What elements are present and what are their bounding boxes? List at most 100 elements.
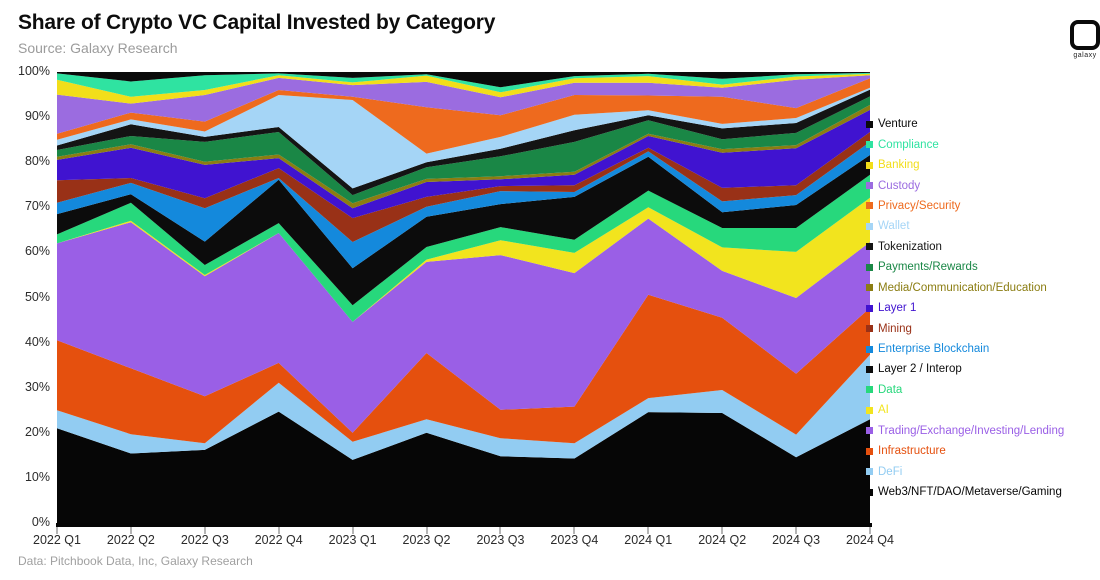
x-axis-label: 2023 Q1 — [328, 533, 377, 547]
y-axis-label: 30% — [24, 379, 50, 394]
x-axis-label: 2023 Q3 — [476, 533, 525, 547]
legend-label: Data — [878, 383, 903, 396]
area-series-web3-nft-dao-metaverse-gaming — [57, 411, 870, 523]
x-axis-tick — [795, 527, 798, 534]
legend-swatch — [866, 263, 873, 271]
area-series-enterprise-blockchain — [57, 141, 870, 269]
legend-item[interactable]: Compliance — [866, 134, 1064, 154]
y-axis-label: 10% — [24, 469, 50, 484]
legend-label: Infrastructure — [878, 445, 946, 458]
legend-label: Enterprise Blockchain — [878, 343, 990, 356]
stacked-area-chart — [57, 72, 870, 523]
x-axis-tick — [647, 527, 650, 534]
legend-swatch — [866, 202, 873, 210]
legend-item[interactable]: Banking — [866, 155, 1064, 175]
legend-item[interactable]: Enterprise Blockchain — [866, 339, 1064, 359]
legend-item[interactable]: Infrastructure — [866, 441, 1064, 461]
area-series-payments-rewards — [57, 96, 870, 204]
legend-swatch — [866, 243, 873, 251]
x-axis-tick — [573, 527, 576, 534]
legend-swatch — [866, 488, 873, 496]
legend-label: Tokenization — [878, 240, 942, 253]
x-axis-tick — [351, 527, 354, 534]
x-axis-tick — [869, 527, 871, 534]
x-axis-tick — [56, 527, 58, 534]
galaxy-logo: galaxy — [1062, 20, 1100, 59]
chart-legend: Venture Compliance Banking Custody Privacy/S… — [866, 114, 1064, 502]
legend-label: AI — [878, 404, 889, 417]
legend-swatch — [866, 468, 873, 476]
x-axis-label: 2023 Q4 — [550, 533, 599, 547]
legend-label: Mining — [878, 322, 912, 335]
area-series-mining — [57, 132, 870, 242]
legend-label: DeFi — [878, 465, 903, 478]
legend-swatch — [866, 427, 873, 435]
legend-item[interactable]: Privacy/Security — [866, 196, 1064, 216]
area-series-data — [57, 174, 870, 322]
legend-swatch — [866, 141, 873, 149]
legend-item[interactable]: Web3/NFT/DAO/Metaverse/Gaming — [866, 482, 1064, 502]
x-axis-label: 2024 Q1 — [624, 533, 673, 547]
legend-swatch — [866, 325, 873, 333]
legend-label: Web3/NFT/DAO/Metaverse/Gaming — [878, 486, 1062, 499]
area-series-layer-2-interop — [57, 155, 870, 306]
x-axis-label: 2023 Q2 — [402, 533, 451, 547]
area-series-defi — [57, 354, 870, 460]
x-axis-label: 2024 Q3 — [772, 533, 821, 547]
x-axis-tick — [203, 527, 206, 534]
area-series-trading-exchange-investing-lending — [57, 218, 870, 433]
legend-item[interactable]: Wallet — [866, 216, 1064, 236]
y-axis-label: 50% — [24, 289, 50, 304]
area-series-venture — [57, 72, 870, 88]
y-axis-label: 20% — [24, 424, 50, 439]
legend-label: Payments/Rewards — [878, 261, 978, 274]
legend-item[interactable]: Data — [866, 380, 1064, 400]
x-axis-label: 2022 Q3 — [180, 533, 229, 547]
x-axis-tick — [499, 527, 502, 534]
legend-item[interactable]: Custody — [866, 175, 1064, 195]
legend-swatch — [866, 304, 873, 312]
x-axis-label: 2022 Q4 — [254, 533, 303, 547]
x-axis-label: 2024 Q2 — [698, 533, 747, 547]
legend-item[interactable]: DeFi — [866, 461, 1064, 481]
legend-swatch — [866, 386, 873, 394]
area-series-privacy-security — [57, 78, 870, 154]
legend-item[interactable]: Payments/Rewards — [866, 257, 1064, 277]
legend-item[interactable]: Venture — [866, 114, 1064, 134]
legend-label: Compliance — [878, 138, 939, 151]
y-axis-label: 70% — [24, 199, 50, 214]
legend-item[interactable]: AI — [866, 400, 1064, 420]
legend-item[interactable]: Layer 2 / Interop — [866, 359, 1064, 379]
legend-swatch — [866, 222, 873, 230]
area-series-custody — [57, 75, 870, 134]
area-series-ai — [57, 197, 870, 322]
x-axis-label: 2022 Q1 — [33, 533, 81, 547]
area-series-layer-1 — [57, 109, 870, 219]
x-axis-tick — [129, 527, 132, 534]
source-subtitle: Source: Galaxy Research — [18, 40, 178, 56]
legend-label: Venture — [878, 118, 918, 131]
legend-label: Banking — [878, 159, 920, 172]
legend-item[interactable]: Media/Communication/Education — [866, 278, 1064, 298]
legend-label: Media/Communication/Education — [878, 281, 1047, 294]
legend-swatch — [866, 120, 873, 128]
legend-item[interactable]: Mining — [866, 318, 1064, 338]
y-axis-label: 90% — [24, 109, 50, 124]
legend-swatch — [866, 284, 873, 292]
legend-swatch — [866, 447, 873, 455]
y-axis-label: 40% — [24, 334, 50, 349]
legend-label: Custody — [878, 179, 921, 192]
galaxy-logo-word: galaxy — [1073, 52, 1097, 59]
area-series-infrastructure — [57, 294, 870, 444]
y-axis-label: 80% — [24, 154, 50, 169]
legend-item[interactable]: Trading/Exchange/Investing/Lending — [866, 421, 1064, 441]
legend-item[interactable]: Tokenization — [866, 237, 1064, 257]
legend-swatch — [866, 161, 873, 169]
galaxy-logo-icon — [1070, 20, 1100, 50]
x-axis-line — [56, 523, 872, 527]
area-series-wallet — [57, 87, 870, 189]
legend-label: Layer 1 — [878, 302, 917, 315]
x-axis-label: 2022 Q2 — [106, 533, 155, 547]
legend-item[interactable]: Layer 1 — [866, 298, 1064, 318]
